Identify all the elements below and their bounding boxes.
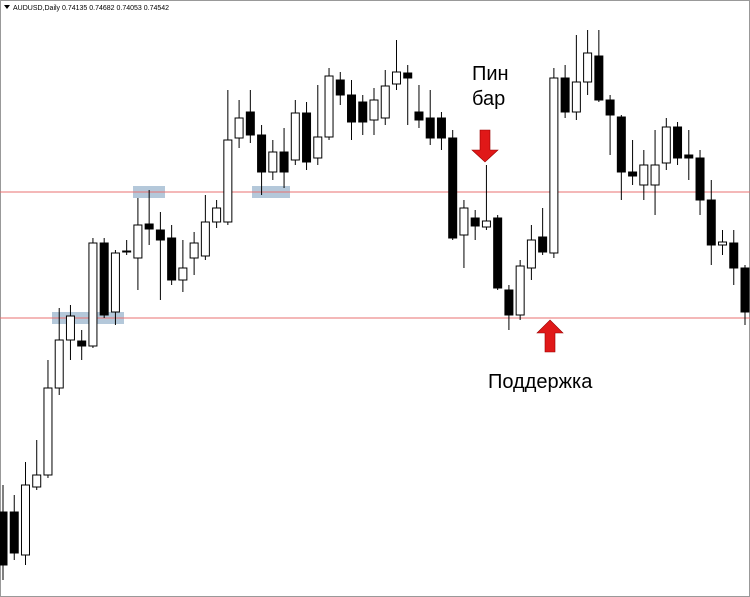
candle-body [628, 171, 638, 177]
candle-body [380, 85, 390, 119]
candle-body [313, 136, 323, 159]
candle-body [673, 126, 683, 159]
candle-body [706, 199, 716, 246]
candle-body [335, 79, 345, 96]
candle-body [347, 94, 357, 123]
chart-title: AUDUSD,Daily 0.74135 0.74682 0.74053 0.7… [13, 5, 169, 12]
candle-body [459, 207, 469, 236]
candle-body [616, 116, 626, 173]
annotation: Поддержка [488, 371, 593, 393]
candle-body [189, 242, 199, 259]
candle-body [583, 52, 593, 83]
candle-body [425, 117, 435, 139]
candle-body [391, 71, 401, 85]
candle-body [729, 242, 739, 269]
candle-body [481, 220, 491, 228]
candle-body [223, 139, 233, 223]
candle-body [99, 242, 109, 316]
arrow-down [471, 129, 499, 163]
candle-body [234, 117, 244, 139]
candle-body [605, 99, 615, 116]
candle-body [684, 154, 694, 159]
candle-body [526, 239, 536, 269]
candle-body [9, 511, 19, 554]
candle-body [54, 339, 64, 389]
candle-body [560, 77, 570, 113]
candle-body [448, 137, 458, 239]
candle-body [0, 511, 8, 566]
candle-body [504, 289, 514, 316]
candle-body [279, 151, 289, 173]
candle-body [594, 55, 604, 101]
candle-body [470, 217, 480, 227]
candle-body [155, 229, 165, 241]
candle-body [245, 111, 255, 136]
candle-body [133, 224, 143, 259]
candle-body [493, 217, 503, 289]
candle-body [43, 387, 53, 476]
candle-body [144, 223, 154, 230]
candle-body [369, 99, 379, 121]
candle-body [212, 207, 222, 223]
arrow-up [536, 319, 564, 353]
candle-body [358, 101, 368, 123]
candle-body [695, 157, 705, 201]
candle-body [302, 112, 312, 163]
candle-body [178, 267, 188, 281]
candle-body [639, 164, 649, 186]
candle-body [290, 112, 300, 161]
candle-body [324, 75, 334, 138]
candle-body [538, 236, 548, 253]
candle-body [740, 267, 750, 313]
candle-body [414, 111, 424, 121]
candle-body [403, 72, 413, 79]
candle-body [65, 315, 75, 341]
candle-body [77, 340, 87, 347]
candle-body [661, 126, 671, 164]
candle-body [200, 221, 210, 257]
candle-body [88, 242, 98, 347]
candle-body [571, 81, 581, 113]
menu-triangle [4, 5, 10, 9]
candle-body [167, 237, 177, 281]
candle-body [32, 474, 42, 488]
candle-body [20, 484, 30, 556]
candle-body [515, 265, 525, 316]
candle-body [122, 250, 132, 253]
annotation: Пин бар [472, 63, 509, 110]
candle-body [650, 164, 660, 186]
candle-body [257, 134, 267, 173]
candle-body [718, 241, 728, 246]
candle-body [110, 252, 120, 313]
candle-body [436, 117, 446, 139]
candle-body [268, 151, 278, 173]
candle-body [549, 77, 559, 254]
